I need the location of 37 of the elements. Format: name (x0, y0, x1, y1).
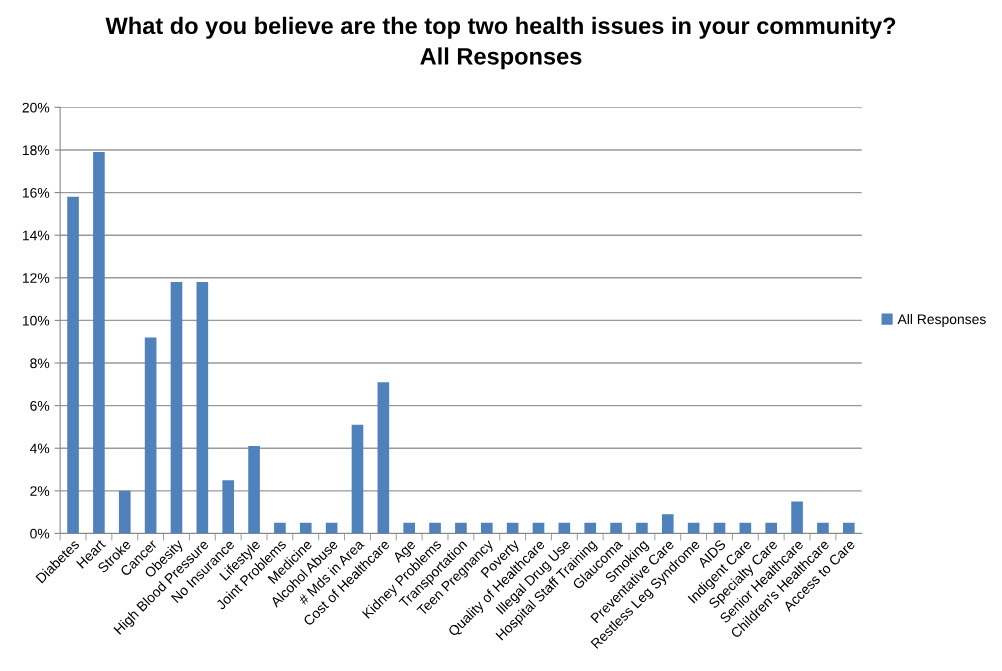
y-tick-label: 20% (22, 102, 50, 113)
chart-title: What do you believe are the top two health issues in your community? All Responses (105, 16, 896, 70)
bar (765, 522, 778, 534)
bar (403, 522, 416, 534)
bar (377, 382, 390, 534)
y-tick-label: 10% (22, 315, 50, 326)
bar (222, 480, 235, 534)
bar (299, 522, 312, 534)
y-tick-label: 14% (22, 230, 50, 241)
bar (170, 282, 183, 534)
y-tick-label: 6% (30, 400, 50, 411)
bar (118, 490, 131, 534)
bar (67, 196, 79, 534)
bar (93, 152, 105, 534)
bar (429, 522, 441, 534)
y-tick-label: 18% (22, 145, 50, 156)
bar (274, 522, 286, 534)
y-tick-label: 2% (30, 486, 50, 496)
legend-label: All Responses (897, 313, 986, 327)
bar (661, 514, 674, 534)
bar (636, 522, 648, 534)
bar (351, 424, 364, 534)
bar (144, 337, 157, 534)
y-tick-label: 12% (22, 273, 50, 283)
bar (248, 446, 260, 534)
y-tick-label: 8% (30, 358, 50, 369)
bar (791, 501, 803, 534)
y-tick-label: 16% (22, 187, 50, 198)
bar (584, 522, 597, 534)
bar (817, 522, 829, 534)
bar (610, 522, 622, 534)
y-tick-label: 4% (29, 443, 50, 454)
bar (842, 522, 855, 534)
y-tick-label: 0% (30, 528, 50, 539)
bar (455, 522, 467, 534)
bar (196, 282, 209, 534)
bar (480, 522, 493, 534)
